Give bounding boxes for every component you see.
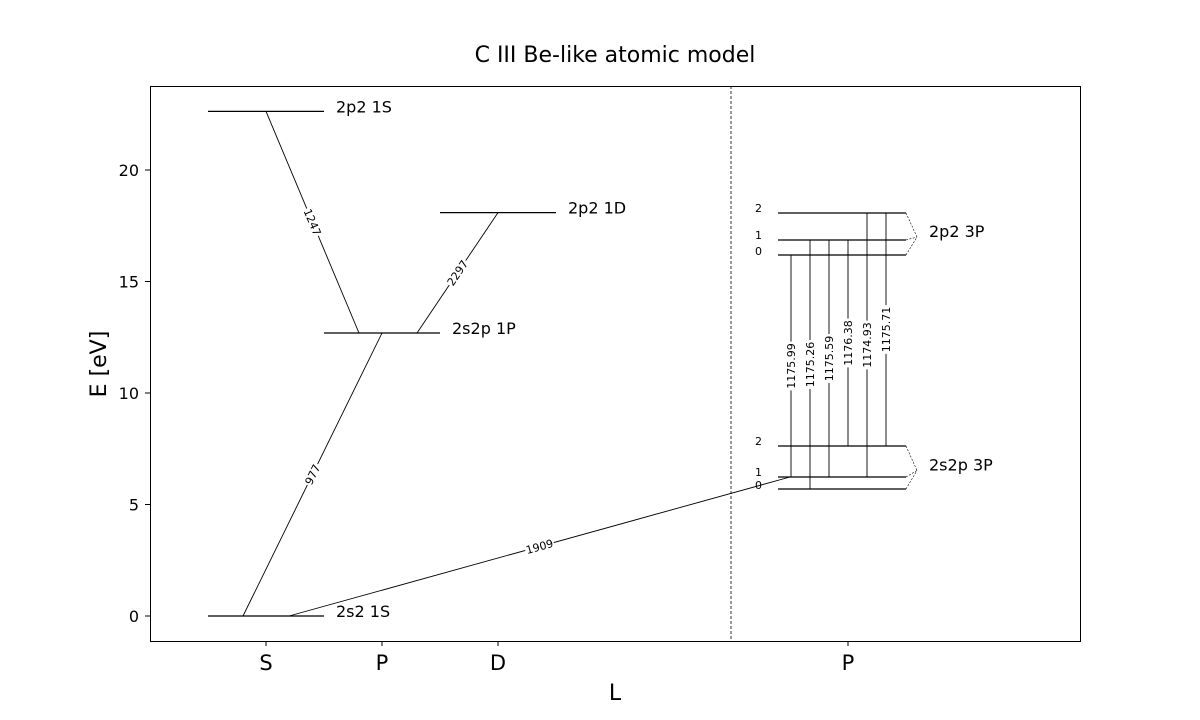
level-label: 2p2 1D bbox=[568, 199, 626, 218]
transition-label: 1175.59 bbox=[823, 336, 836, 382]
y-axis-label: E [eV] bbox=[87, 331, 112, 398]
bracket-line bbox=[905, 212, 918, 238]
level-label: 2s2 1S bbox=[336, 602, 390, 621]
transition-label-bg bbox=[822, 334, 836, 383]
level-label: 2s2p 1P bbox=[452, 319, 516, 338]
x-tick-label: D bbox=[490, 651, 506, 675]
transition-label-bg bbox=[879, 305, 893, 354]
j-label: 2 bbox=[755, 202, 762, 215]
transition-label: 1909 bbox=[524, 537, 554, 557]
x-axis-label: L bbox=[609, 681, 622, 706]
transition-label: 1176.38 bbox=[842, 320, 855, 366]
j-label: 1 bbox=[755, 229, 762, 242]
transition-label: 1175.26 bbox=[804, 342, 817, 388]
transition-label-bg bbox=[301, 461, 324, 489]
energy-levels: 2s2 1S 2s2p 1P 2p2 1D 2p2 1S 2s2p 3P 2p2 3P bbox=[208, 97, 993, 621]
j-label: 0 bbox=[755, 245, 762, 258]
plot-frame bbox=[150, 86, 1081, 642]
y-tick-label: 5 bbox=[129, 496, 139, 515]
x-tick-label: S bbox=[259, 651, 272, 675]
bracket-line bbox=[905, 236, 918, 256]
term-label: 2s2p 3P bbox=[929, 456, 993, 475]
transition-label-bg bbox=[443, 256, 472, 289]
transition-label-bg bbox=[841, 318, 855, 368]
transition-label: 1247 bbox=[301, 207, 324, 238]
bracket-line bbox=[905, 470, 918, 478]
bracket-line bbox=[905, 236, 918, 241]
transition-label-bg bbox=[523, 535, 556, 558]
transition-label-bg bbox=[803, 340, 817, 389]
level-label: 2p2 1S bbox=[336, 97, 392, 116]
transition-label: 1175.99 bbox=[785, 343, 798, 389]
chart-title: C III Be-like atomic model bbox=[475, 43, 756, 68]
y-tick-label: 15 bbox=[119, 273, 139, 292]
j-label: 0 bbox=[755, 479, 762, 492]
bracket-line bbox=[905, 470, 918, 490]
j-label: 2 bbox=[755, 435, 762, 448]
term-label: 2p2 3P bbox=[929, 222, 985, 241]
transition-label-bg bbox=[784, 341, 798, 391]
transition-label: 1174.93 bbox=[861, 322, 874, 368]
y-tick-label: 10 bbox=[119, 384, 139, 403]
transition-label-bg bbox=[860, 320, 874, 370]
x-tick-label: P bbox=[842, 651, 855, 675]
bracket-line bbox=[905, 445, 918, 471]
y-tick-label: 20 bbox=[119, 161, 139, 180]
transition-label: 1175.71 bbox=[880, 307, 893, 353]
j-label: 1 bbox=[755, 466, 762, 479]
transition-label-bg bbox=[300, 205, 325, 239]
y-axis-ticks: 0 5 10 15 20 bbox=[119, 161, 150, 626]
y-tick-label: 0 bbox=[129, 607, 139, 626]
x-tick-label: P bbox=[376, 651, 389, 675]
